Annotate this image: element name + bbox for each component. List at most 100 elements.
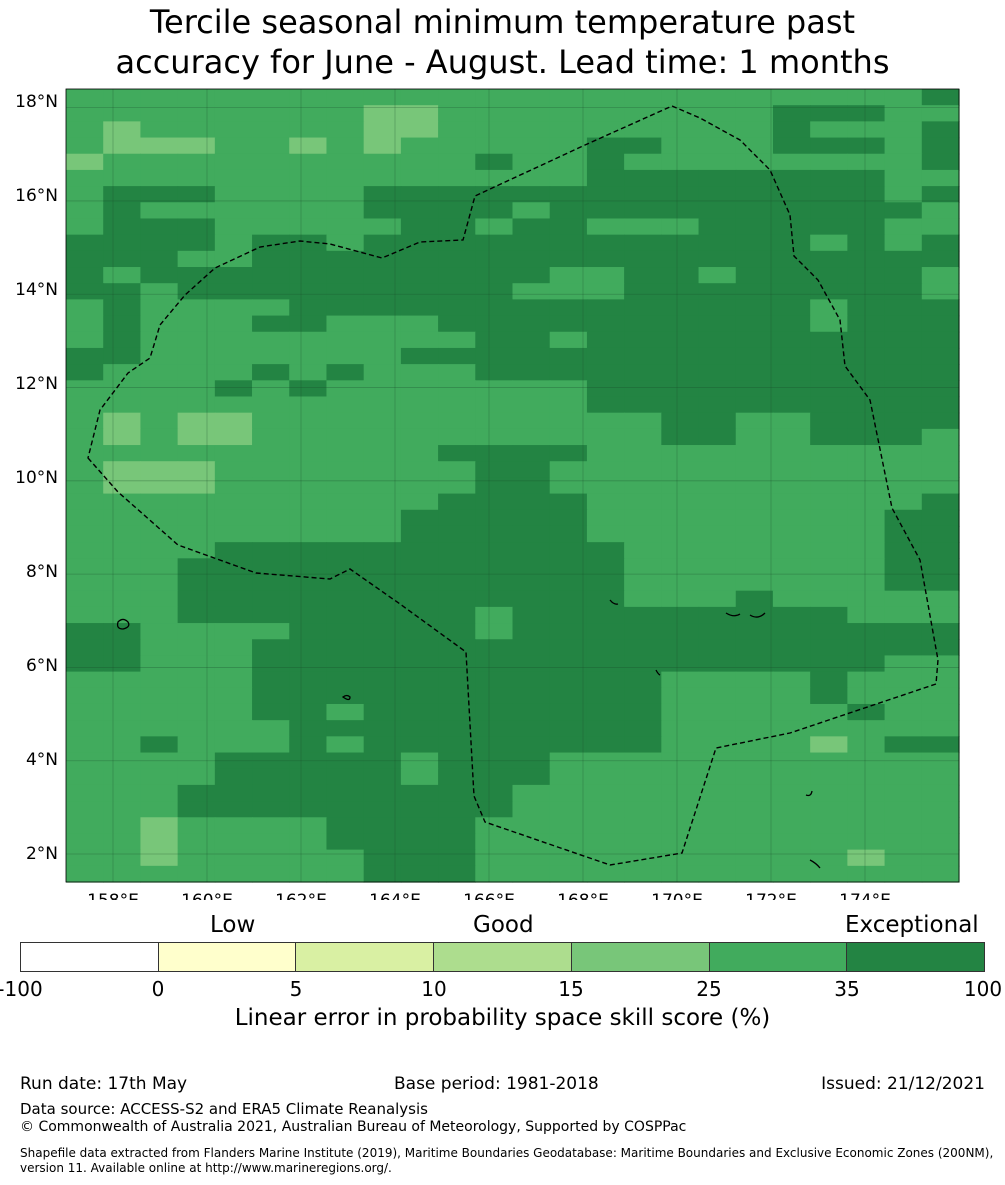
skill-cell bbox=[884, 396, 923, 414]
skill-cell bbox=[289, 849, 328, 867]
skill-cell bbox=[810, 153, 848, 171]
skill-cell bbox=[363, 671, 402, 689]
skill-cell bbox=[177, 137, 216, 155]
skill-cell bbox=[549, 412, 588, 430]
skill-cell bbox=[921, 623, 960, 640]
skill-cell bbox=[921, 671, 960, 689]
skill-cell bbox=[326, 347, 365, 365]
skill-cell bbox=[103, 153, 142, 171]
skill-cell bbox=[475, 121, 514, 139]
skill-cell bbox=[475, 801, 514, 818]
skill-cell bbox=[586, 315, 625, 333]
skill-cell bbox=[549, 89, 588, 106]
skill-cell bbox=[289, 299, 328, 317]
skill-cell bbox=[400, 169, 439, 187]
skill-cell bbox=[512, 428, 551, 446]
skill-cell bbox=[363, 768, 402, 786]
skill-cell bbox=[66, 428, 104, 446]
colorbar-tick: 25 bbox=[696, 977, 722, 1001]
skill-cell bbox=[326, 752, 365, 770]
skill-cell bbox=[475, 509, 514, 527]
skill-cell bbox=[847, 865, 886, 883]
legend-label-exceptional: Exceptional bbox=[845, 912, 979, 938]
skill-cell bbox=[400, 606, 439, 624]
skill-cell bbox=[326, 606, 365, 624]
skill-cell bbox=[884, 105, 923, 122]
skill-cell bbox=[512, 186, 551, 203]
skill-cell bbox=[847, 671, 886, 689]
skill-cell bbox=[289, 380, 328, 398]
skill-cell bbox=[438, 574, 476, 592]
skill-cell bbox=[512, 347, 551, 365]
skill-cell bbox=[103, 801, 142, 818]
skill-cell bbox=[884, 655, 923, 673]
skill-cell bbox=[772, 234, 811, 252]
skill-cell bbox=[884, 364, 923, 381]
skill-cell bbox=[884, 89, 923, 106]
skill-cell bbox=[810, 137, 848, 155]
skill-cell bbox=[698, 671, 737, 689]
skill-cell bbox=[438, 768, 476, 786]
skill-cell bbox=[772, 509, 811, 527]
skill-cell bbox=[624, 105, 662, 122]
skill-cell bbox=[289, 590, 328, 608]
skill-cell bbox=[177, 736, 216, 754]
skill-cell bbox=[512, 380, 551, 398]
skill-cell bbox=[698, 542, 737, 559]
skill-cell bbox=[847, 105, 886, 122]
skill-cell bbox=[735, 574, 774, 592]
skill-cell bbox=[289, 833, 328, 851]
skill-cell bbox=[772, 703, 811, 721]
skill-cell bbox=[586, 153, 625, 171]
skill-cell bbox=[438, 283, 476, 300]
skill-cell bbox=[214, 412, 253, 430]
skill-cell bbox=[326, 623, 365, 640]
skill-cell bbox=[698, 703, 737, 721]
skill-cell bbox=[549, 752, 588, 770]
skill-cell bbox=[661, 687, 700, 705]
skill-cell bbox=[326, 639, 365, 657]
skill-cell bbox=[177, 153, 216, 171]
skill-cell bbox=[363, 186, 402, 203]
skill-cell bbox=[475, 784, 514, 802]
skill-cell bbox=[289, 169, 328, 187]
skill-cell bbox=[177, 703, 216, 721]
skill-cell bbox=[549, 606, 588, 624]
skill-cell bbox=[289, 542, 328, 559]
skill-cell bbox=[810, 768, 848, 786]
skill-cell bbox=[475, 169, 514, 187]
skill-cell bbox=[214, 703, 253, 721]
island-outline bbox=[809, 859, 821, 869]
skill-cell bbox=[140, 137, 179, 155]
skill-cell bbox=[326, 137, 365, 155]
skill-cell bbox=[252, 202, 290, 220]
skill-cell bbox=[586, 833, 625, 851]
skill-cell bbox=[438, 267, 476, 284]
skill-cell bbox=[586, 639, 625, 657]
skill-cell bbox=[475, 267, 514, 284]
skill-cell bbox=[177, 768, 216, 786]
shapefile-credit: Shapefile data extracted from Flanders M… bbox=[20, 1146, 994, 1175]
skill-cell bbox=[400, 283, 439, 300]
skill-cell bbox=[735, 606, 774, 624]
skill-cell bbox=[252, 525, 290, 543]
colorbar-tick: 0 bbox=[151, 977, 165, 1001]
skill-cell bbox=[214, 623, 253, 640]
skill-cell bbox=[252, 623, 290, 640]
skill-cell bbox=[289, 315, 328, 333]
skill-cell bbox=[624, 801, 662, 818]
skill-cell bbox=[66, 380, 104, 398]
skill-cell bbox=[586, 428, 625, 446]
skill-cell bbox=[586, 380, 625, 398]
skill-cell bbox=[661, 703, 700, 721]
skill-cell bbox=[772, 428, 811, 446]
skill-cell bbox=[698, 558, 737, 576]
skill-cell bbox=[698, 105, 737, 122]
skill-cell bbox=[735, 234, 774, 252]
skill-cell bbox=[400, 250, 439, 268]
skill-cell bbox=[326, 509, 365, 527]
skill-cell bbox=[326, 331, 365, 349]
skill-cell bbox=[586, 169, 625, 187]
skill-cell bbox=[438, 671, 476, 689]
skill-cell bbox=[103, 687, 142, 705]
